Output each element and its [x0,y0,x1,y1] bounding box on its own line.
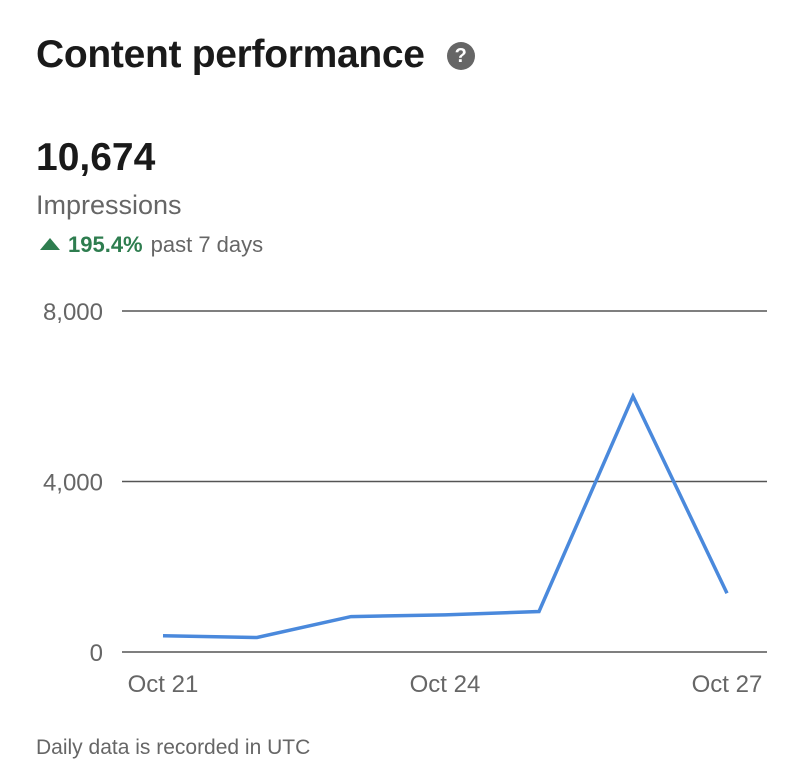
change-indicator: 195.4% past 7 days [40,230,263,260]
change-period: past 7 days [150,232,264,257]
impressions-line-chart: 0 4,000 8,000 Oct 21 Oct 24 Oct 27 [43,299,767,698]
y-tick-label: 0 [90,640,103,667]
footnote: Daily data is recorded in UTC [36,736,311,759]
page-title: Content performance [36,33,425,76]
impressions-label: Impressions [36,190,182,220]
series-line [162,392,729,640]
up-arrow-icon [40,238,60,250]
y-tick-label: 4,000 [43,470,103,497]
chart-header: Content performance ? [36,30,475,80]
x-tick-label: Oct 24 [410,671,481,698]
y-tick-label: 8,000 [43,299,103,326]
impressions-value: 10,674 [36,136,156,179]
x-tick-label: Oct 27 [692,671,763,698]
help-icon[interactable]: ? [446,42,475,70]
x-tick-label: Oct 21 [128,671,199,698]
change-percent: 195.4% [68,232,143,257]
